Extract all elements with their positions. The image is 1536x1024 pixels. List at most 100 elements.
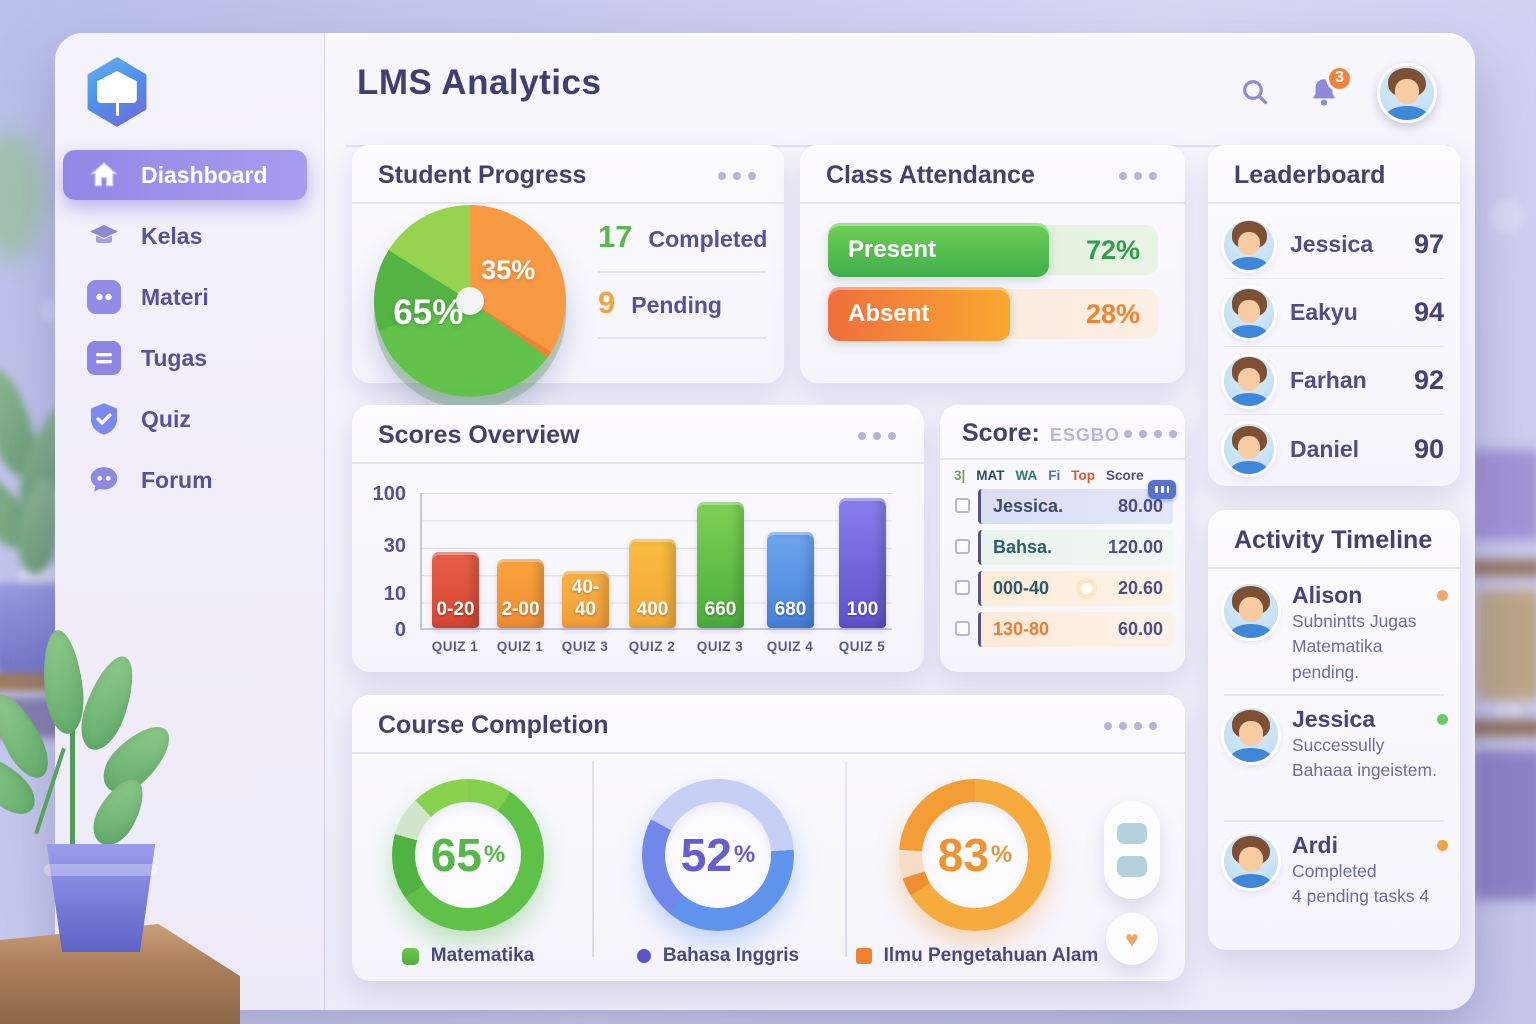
- completion-ring-bahasa-inggris: 52%: [642, 779, 794, 931]
- leaderboard-name: Farhan: [1290, 367, 1367, 393]
- student-avatar: [1224, 584, 1278, 638]
- score-table-row-1[interactable]: Jessica. 80.00: [955, 480, 1176, 524]
- forum-icon: [85, 462, 123, 498]
- legend-label: Bahasa Inggris: [662, 945, 800, 966]
- score-table-row-4[interactable]: 130-80 60.00: [955, 612, 1173, 647]
- leaderboard-row-2[interactable]: Eakyu 94: [1224, 279, 1444, 347]
- course-completion-card: Course Completion 65% Matematika 52% Bahasa…: [352, 695, 1185, 981]
- sidebar-item-label: Tugas: [141, 344, 208, 371]
- favorite-button[interactable]: ♥: [1106, 913, 1158, 965]
- header-actions: 3: [1239, 63, 1437, 123]
- absent-value: 28%: [1085, 298, 1140, 329]
- timeline-name: Jessica: [1292, 706, 1376, 732]
- student-avatar: [1224, 219, 1274, 270]
- timeline-description-line2: Matematika pending.: [1292, 636, 1383, 682]
- student-progress-pie-chart: 65% 35%: [374, 205, 566, 397]
- notification-badge: 3: [1326, 64, 1353, 92]
- logo-hexagon-icon: [87, 57, 147, 127]
- x-axis-label: QUIZ 3: [561, 639, 609, 654]
- row-checkbox[interactable]: [955, 621, 970, 636]
- completed-label: Completed: [648, 226, 768, 252]
- score-table-subtitle: ESGBO: [1049, 425, 1120, 445]
- leaderboard-row-1[interactable]: Jessica 97: [1224, 211, 1444, 279]
- bar-value-label: 400: [636, 599, 669, 620]
- student-avatar: [1224, 424, 1274, 474]
- scores-overview-menu-button[interactable]: [854, 428, 900, 444]
- sidebar-item-materi[interactable]: Materi: [63, 272, 307, 322]
- timeline-description-line2: Bahaaa ingeistem.: [1292, 760, 1437, 781]
- timeline-entry-1[interactable]: Alison Subnintts Jugas Matematika pending.: [1224, 582, 1448, 685]
- score-table-row-3[interactable]: 000-40 20.60: [955, 571, 1173, 606]
- timeline-description-line1: Subnintts Jugas: [1292, 611, 1417, 631]
- pie-chart: 65% 35%: [374, 205, 566, 397]
- plant-pot: [46, 844, 156, 952]
- score-row-value: 80.00: [1117, 496, 1163, 516]
- status-dot: [1437, 590, 1448, 601]
- score-table-row-2[interactable]: Bahsa. 120.00: [955, 530, 1173, 565]
- sidebar-item-quiz[interactable]: Quiz: [63, 394, 307, 444]
- score-row-value: 120.00: [1107, 537, 1163, 557]
- plant-pot-rim: [44, 864, 158, 876]
- background-green-blob: [0, 130, 46, 260]
- activity-timeline-title: Activity Timeline: [1234, 526, 1433, 554]
- row-checkbox[interactable]: [955, 580, 970, 595]
- score-column-3: Fi: [1048, 468, 1061, 483]
- sidebar-item-kelas[interactable]: Kelas: [63, 211, 307, 261]
- class-attendance-menu-button[interactable]: [1115, 168, 1161, 184]
- leaderboard-title: Leaderboard: [1234, 161, 1386, 189]
- class-attendance-title: Class Attendance: [826, 161, 1035, 189]
- completion-ring-matematika: 65%: [392, 779, 544, 931]
- timeline-description-line2: 4 pending tasks 4: [1292, 886, 1430, 907]
- bokeh-dot: [1490, 200, 1524, 234]
- leaderboard-card: Leaderboard Jessica 97 Eakyu 94 Farhan 92 Dani…: [1208, 145, 1460, 486]
- chart-bar-5: 660: [697, 502, 744, 628]
- timeline-divider: [1224, 694, 1444, 696]
- row-checkbox[interactable]: [955, 498, 970, 513]
- bar-value-label: 0-20: [436, 599, 475, 620]
- chart-bar-1: 0-20: [432, 552, 479, 628]
- completion-scroll-widget[interactable]: [1104, 801, 1160, 899]
- absent-bar: Absent 28%: [828, 287, 1158, 341]
- score-table-menu-button[interactable]: [1120, 426, 1181, 442]
- score-column-4: Top: [1071, 468, 1096, 483]
- sidebar-item-tugas[interactable]: Tugas: [63, 333, 307, 383]
- timeline-entry-2[interactable]: Jessica Successully Bahaaa ingeistem.: [1224, 706, 1448, 784]
- legend-label: Matematika: [430, 945, 535, 966]
- user-avatar[interactable]: [1377, 63, 1437, 123]
- pie-completed-label: 65%: [393, 293, 464, 333]
- row-checkbox[interactable]: [955, 539, 970, 554]
- leaderboard-row-3[interactable]: Farhan 92: [1224, 347, 1444, 415]
- class-attendance-card: Class Attendance Present 72% Absent 28%: [800, 145, 1185, 383]
- pending-count: 9: [598, 285, 616, 320]
- score-table-header-row: 3| MAT WA Fi Top Score: [954, 468, 1185, 483]
- pie-pending-label: 35%: [481, 254, 536, 285]
- tag-dot: [1081, 583, 1092, 594]
- sidebar-item-label: Diashboard: [141, 161, 268, 188]
- student-avatar: [1224, 355, 1274, 406]
- stat-completed: 17 Completed: [598, 207, 768, 273]
- x-axis-label: QUIZ 1: [431, 639, 479, 654]
- score-column-2: WA: [1015, 468, 1038, 483]
- status-dot: [1437, 840, 1448, 851]
- app-logo[interactable]: [85, 57, 149, 127]
- score-table-card: Score: ESGBO 3| MAT WA Fi Top Score Jessica. 80…: [940, 405, 1185, 672]
- sidebar-item-dashboard[interactable]: Diashboard: [63, 150, 307, 200]
- bar-value-label: 680: [774, 599, 807, 620]
- search-button[interactable]: [1239, 76, 1271, 111]
- leaderboard-name: Eakyu: [1290, 299, 1358, 325]
- notifications-button[interactable]: 3: [1307, 64, 1353, 112]
- student-progress-stats: 17 Completed 9 Pending: [598, 207, 768, 339]
- y-tick: 30: [383, 535, 406, 557]
- timeline-divider: [1224, 820, 1444, 822]
- present-label: Present: [848, 236, 937, 263]
- course-completion-menu-button[interactable]: [1100, 718, 1161, 734]
- score-column-1: MAT: [976, 468, 1005, 483]
- bar-chart: 0-20 QUIZ 1 2-00 QUIZ 1 40-40 QUIZ 3 400 QUIZ 2…: [420, 493, 892, 654]
- timeline-entry-3[interactable]: Ardi Completed 4 pending tasks 4: [1224, 832, 1448, 910]
- student-progress-menu-button[interactable]: [714, 168, 760, 184]
- sidebar-item-forum[interactable]: Forum: [63, 455, 307, 505]
- page-title: LMS Analytics: [357, 63, 602, 102]
- completion-ring-ilmu-pengetahuan-alam: 83%: [899, 779, 1051, 931]
- student-avatar: [1224, 708, 1278, 762]
- leaderboard-row-4[interactable]: Daniel 90: [1224, 415, 1444, 483]
